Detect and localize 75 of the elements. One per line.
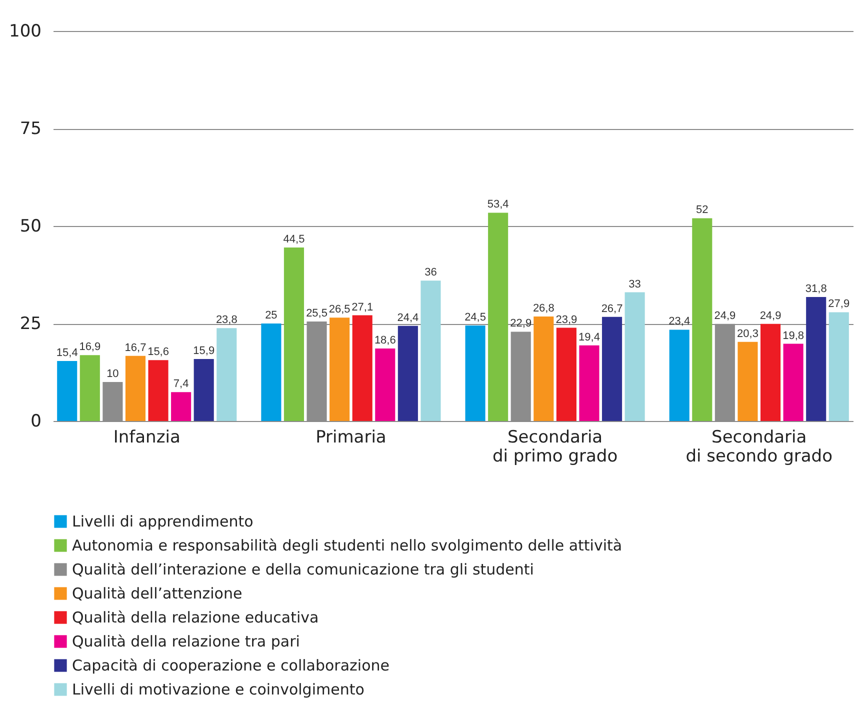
bar [783, 344, 804, 421]
y-tick-label: 25 [20, 314, 42, 334]
legend-label: Qualità dell’interazione e della comunicazione tra gli studenti [72, 560, 534, 578]
legend-label: Livelli di apprendimento [72, 512, 254, 530]
data-label: 24,9 [714, 310, 736, 322]
legend-label: Autonomia e responsabilità degli studenti nello svolgimento delle attività [72, 536, 622, 554]
x-tick-label: Secondaria di secondo grado [686, 428, 832, 466]
bar [352, 315, 372, 421]
legend-label: Qualità della relazione educativa [72, 608, 319, 626]
bar [261, 324, 282, 421]
legend-label: Livelli di motivazione e coinvolgimento [72, 680, 364, 698]
data-label: 44,5 [283, 233, 305, 246]
data-label: 25,5 [306, 308, 328, 320]
data-label: 20,3 [737, 328, 758, 340]
data-label: 27,1 [352, 301, 374, 314]
data-label: 18,6 [374, 334, 396, 346]
legend-label: Qualità dell’attenzione [72, 584, 242, 602]
bar [194, 358, 214, 421]
y-tick-label: 0 [30, 412, 42, 432]
bar [602, 316, 622, 421]
data-label: 19,4 [578, 331, 600, 344]
bar [148, 360, 168, 421]
bar [760, 324, 781, 421]
bar [556, 328, 576, 421]
y-tick-label: 75 [20, 119, 42, 139]
legend-label: Qualità della relazione tra pari [72, 632, 300, 650]
bar [284, 247, 304, 421]
bar [465, 325, 486, 421]
data-label: 25 [265, 310, 278, 322]
data-label: 33 [628, 278, 641, 290]
data-label: 52 [696, 204, 708, 216]
data-label: 16,7 [124, 342, 146, 354]
bar [692, 218, 712, 421]
x-tick-label: Secondaria di primo grado [492, 428, 618, 466]
data-label: 24,4 [397, 312, 419, 324]
bar [398, 326, 418, 421]
data-label: 27,9 [828, 298, 850, 310]
legend-label: Capacità di cooperazione e collaborazione [72, 656, 390, 674]
bar [624, 292, 645, 421]
data-label: 26,7 [601, 302, 623, 315]
data-label: 16,9 [79, 341, 101, 354]
data-label: 10 [106, 368, 119, 380]
data-label: 23,8 [216, 314, 238, 326]
data-label: 24,5 [464, 311, 486, 324]
bar [420, 280, 441, 421]
data-label: 24,9 [760, 310, 782, 322]
bar [216, 328, 237, 421]
bar [330, 318, 350, 421]
x-tick-label: Primaria [316, 428, 386, 448]
bar [806, 296, 826, 421]
data-label: 19,8 [782, 330, 804, 342]
bar [579, 345, 600, 421]
bar [669, 330, 690, 421]
y-tick-label: 50 [20, 216, 42, 236]
data-label: 26,8 [532, 302, 554, 314]
bar [57, 360, 78, 421]
x-tick-label: Infanzia [113, 428, 180, 448]
bar [80, 355, 100, 421]
y-tick-label: 100 [9, 22, 42, 42]
data-label: 15,4 [56, 346, 78, 359]
bar [488, 212, 508, 421]
bar [375, 348, 396, 421]
data-label: 31,8 [805, 282, 827, 295]
data-label: 36 [424, 266, 437, 279]
data-label: 15,6 [148, 346, 169, 358]
bar [738, 342, 758, 421]
bar [125, 356, 146, 421]
bar [171, 392, 192, 421]
data-label: 53,4 [487, 198, 509, 211]
bar [534, 316, 554, 421]
data-label: 23,9 [556, 314, 578, 326]
data-label: 15,9 [193, 344, 215, 357]
data-label: 26,5 [328, 304, 350, 316]
data-label: 7,4 [173, 378, 189, 390]
bar [828, 312, 849, 421]
